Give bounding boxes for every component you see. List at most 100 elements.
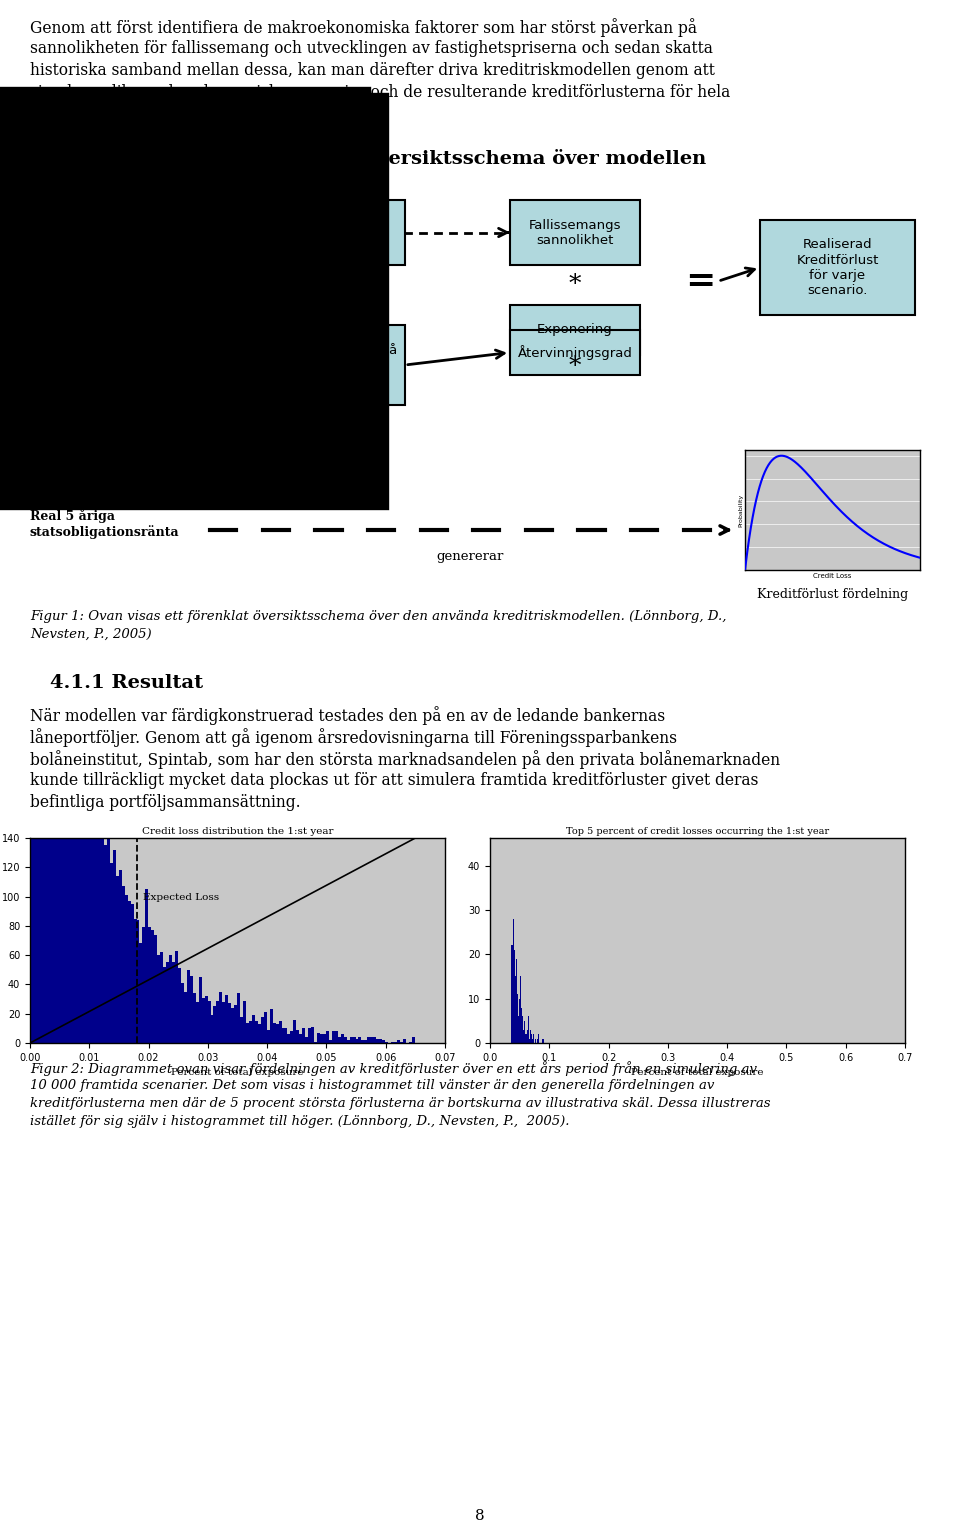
Bar (213, 1007, 216, 1044)
Bar (373, 1037, 376, 1044)
Bar (42, 521, 45, 1044)
Bar (48, 569, 51, 1044)
Text: 4.1.1 Resultat: 4.1.1 Resultat (50, 675, 204, 692)
Bar (193, 993, 196, 1044)
Bar (54, 629, 57, 1044)
Title: Top 5 percent of credit losses occurring the 1:st year: Top 5 percent of credit losses occurring… (566, 827, 829, 836)
Bar (38, 518, 42, 1044)
Bar (323, 1034, 325, 1044)
Bar (361, 1041, 365, 1044)
Text: Realiserad
Kreditförlust
för varje
scenario.: Realiserad Kreditförlust för varje scena… (796, 238, 878, 297)
Bar (284, 1028, 287, 1044)
Text: Kreditförlust fördelning: Kreditförlust fördelning (756, 589, 908, 601)
Bar (300, 1034, 302, 1044)
Bar (128, 901, 131, 1044)
Bar (355, 1039, 358, 1044)
Bar (270, 1010, 273, 1044)
Bar (160, 953, 163, 1044)
Text: Expected Loss: Expected Loss (143, 893, 219, 902)
Bar (320, 1034, 323, 1044)
Bar (57, 632, 60, 1044)
X-axis label: Credit Loss: Credit Loss (813, 573, 852, 579)
Bar (202, 998, 204, 1044)
Text: 8: 8 (475, 1509, 485, 1523)
Bar (51, 586, 54, 1044)
Bar (133, 919, 136, 1044)
FancyBboxPatch shape (275, 200, 405, 264)
Bar (172, 962, 175, 1044)
Bar (78, 704, 81, 1044)
FancyBboxPatch shape (510, 330, 640, 375)
Bar (45, 552, 48, 1044)
Bar (95, 812, 98, 1044)
Text: Real 5 åriga: Real 5 åriga (30, 509, 115, 523)
Bar (74, 750, 78, 1044)
Bar (308, 1028, 311, 1044)
Bar (107, 812, 109, 1044)
Text: =: = (684, 264, 715, 298)
Text: *: * (568, 355, 581, 378)
Bar (101, 818, 104, 1044)
Text: historiska samband mellan dessa, kan man därefter driva kreditriskmodellen genom: historiska samband mellan dessa, kan man… (30, 61, 715, 78)
Text: statsobligationsränta: statsobligationsränta (30, 526, 180, 539)
Bar (325, 1031, 329, 1044)
Bar (116, 876, 119, 1044)
Bar (258, 1024, 261, 1044)
Bar (184, 991, 187, 1044)
Bar (252, 1014, 255, 1044)
Text: genererar: genererar (436, 550, 504, 563)
Bar (157, 954, 160, 1044)
Text: kreditförlusterna men där de 5 procent största förlusterna är bortskurna av illu: kreditförlusterna men där de 5 procent s… (30, 1097, 771, 1110)
Bar (329, 1041, 332, 1044)
Bar (98, 828, 101, 1044)
Bar (358, 1037, 361, 1044)
Bar (89, 765, 92, 1044)
Text: av 10000 scenarier på: av 10000 scenarier på (30, 456, 172, 472)
Bar (368, 1037, 371, 1044)
Bar (344, 1037, 347, 1044)
Bar (145, 890, 149, 1044)
Text: kunde tillräckligt mycket data plockas ut för att simulera framtida kreditförlus: kunde tillräckligt mycket data plockas u… (30, 772, 758, 788)
Text: befintliga portföljsammansättning.: befintliga portföljsammansättning. (30, 795, 300, 812)
Bar (228, 1004, 231, 1044)
Bar (142, 927, 145, 1044)
Bar (302, 1028, 305, 1044)
Title: Credit loss distribution the 1:st year: Credit loss distribution the 1:st year (142, 827, 333, 836)
Bar (92, 782, 95, 1044)
Bar (347, 1041, 349, 1044)
Bar (332, 1031, 335, 1044)
Text: Monte Carlo simulering: Monte Carlo simulering (30, 440, 181, 453)
FancyBboxPatch shape (510, 200, 640, 264)
Bar (234, 1005, 237, 1044)
FancyBboxPatch shape (275, 324, 405, 406)
Bar (311, 1027, 314, 1044)
Bar (278, 1021, 281, 1044)
Bar (166, 962, 169, 1044)
Bar (33, 430, 36, 1044)
Text: Exponering: Exponering (538, 323, 612, 337)
Bar (169, 954, 172, 1044)
Bar (403, 1039, 406, 1044)
Text: OMX Avkastning: OMX Avkastning (30, 490, 147, 504)
Bar (267, 1030, 270, 1044)
Bar (246, 1022, 249, 1044)
Bar (109, 862, 113, 1044)
Text: Genom att först identifiera de makroekonomiska faktorer som har störst påverkan : Genom att först identifiera de makroekon… (30, 18, 697, 37)
Bar (207, 1001, 210, 1044)
Text: bolåneinstitut, Spintab, som har den största marknadsandelen på den privata bolå: bolåneinstitut, Spintab, som har den stö… (30, 750, 780, 768)
Bar (226, 994, 228, 1044)
Bar (71, 690, 74, 1044)
Bar (365, 1041, 368, 1044)
Bar (60, 650, 62, 1044)
Bar (220, 991, 223, 1044)
Bar (122, 887, 125, 1044)
X-axis label: Percent of total exposure: Percent of total exposure (632, 1068, 764, 1077)
X-axis label: Percent of total exposure: Percent of total exposure (171, 1068, 303, 1077)
Text: BNP-utveckling: BNP-utveckling (30, 473, 140, 487)
Bar (396, 1041, 400, 1044)
Bar (231, 1008, 234, 1044)
Bar (243, 1001, 246, 1044)
Bar (178, 968, 180, 1044)
Bar (341, 1034, 344, 1044)
Bar (119, 870, 122, 1044)
